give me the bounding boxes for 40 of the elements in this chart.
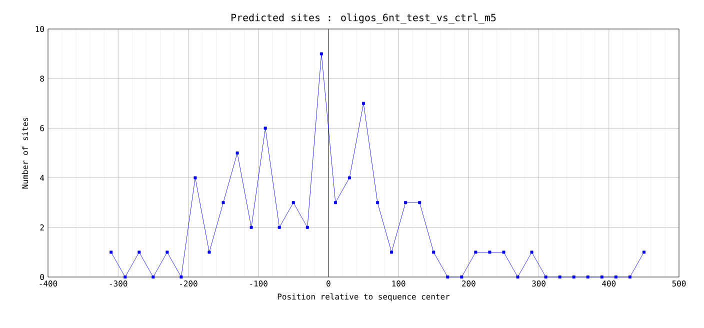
point (236, 152, 239, 154)
point (250, 226, 253, 229)
point (446, 276, 450, 278)
point (572, 276, 576, 278)
point (614, 276, 618, 278)
point (474, 250, 478, 254)
point (432, 250, 436, 254)
point (516, 276, 520, 278)
point (544, 276, 548, 278)
point (460, 276, 464, 278)
point (502, 250, 506, 254)
point (348, 176, 351, 180)
point (334, 201, 337, 204)
point (180, 276, 183, 278)
point (376, 201, 380, 204)
point (586, 276, 590, 278)
point (390, 250, 394, 254)
point (530, 250, 534, 254)
point (124, 276, 127, 278)
point (278, 226, 281, 229)
point (558, 276, 562, 278)
point (222, 201, 225, 204)
point (600, 276, 604, 278)
point (166, 250, 169, 254)
point (152, 276, 155, 278)
point (362, 102, 366, 105)
point (306, 226, 309, 229)
point (418, 201, 422, 204)
chart-title: Predicted sites : oligos_6nt_test_vs_ctrl_m5 (232, 14, 496, 24)
point (404, 201, 408, 204)
point (642, 250, 646, 254)
point (138, 250, 141, 254)
point (264, 126, 267, 130)
point (628, 276, 632, 278)
point (110, 250, 113, 254)
point (194, 176, 197, 180)
point (320, 52, 323, 56)
point (292, 201, 295, 204)
point (488, 250, 492, 254)
point (208, 250, 211, 254)
